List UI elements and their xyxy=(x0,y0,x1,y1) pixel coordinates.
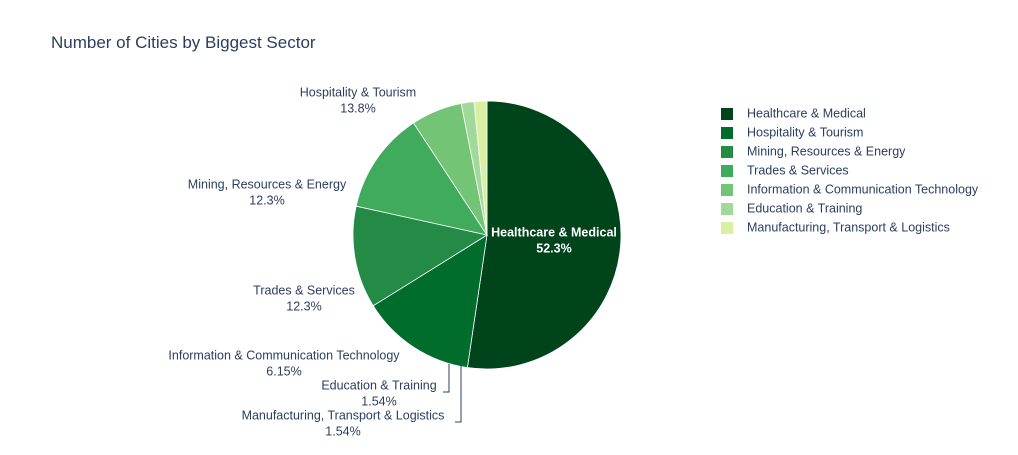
legend-item-hospitality-and-tourism[interactable]: Hospitality & Tourism xyxy=(721,125,863,139)
legend-label: Hospitality & Tourism xyxy=(747,125,863,139)
slice-label-hospitality-and-tourism: Hospitality & Tourism 13.8% xyxy=(300,85,416,115)
slice-label-percent: 1.54% xyxy=(325,424,360,438)
legend-label: Manufacturing, Transport & Logistics xyxy=(747,220,950,234)
legend-label: Education & Training xyxy=(747,201,862,215)
pie-slice-healthcare-and-medical[interactable] xyxy=(466,100,622,370)
legend-item-information-and-communication-technology[interactable]: Information & Communication Technology xyxy=(721,182,979,196)
label-connector-education-and-training xyxy=(443,364,450,393)
legend-swatch xyxy=(721,146,733,158)
slice-label-trades-and-services: Trades & Services 12.3% xyxy=(253,283,355,313)
legend-item-mining-resources-and-energy[interactable]: Mining, Resources & Energy xyxy=(721,144,906,158)
legend-item-trades-and-services[interactable]: Trades & Services xyxy=(721,163,849,177)
slice-label-percent: 1.54% xyxy=(361,394,396,408)
slice-label-healthcare-and-medical: Healthcare & Medical 52.3% xyxy=(491,225,617,255)
legend-item-manufacturing-transport-and-logistics[interactable]: Manufacturing, Transport & Logistics xyxy=(721,220,950,234)
slice-label-percent: 12.3% xyxy=(286,299,321,313)
legend-label: Mining, Resources & Energy xyxy=(747,144,906,158)
slice-label-name: Manufacturing, Transport & Logistics xyxy=(242,408,445,422)
legend-swatch xyxy=(721,108,733,120)
slice-label-name: Mining, Resources & Energy xyxy=(188,177,347,191)
slice-label-name: Information & Communication Technology xyxy=(168,348,400,362)
slice-label-manufacturing-transport-and-logistics: Manufacturing, Transport & Logistics 1.54… xyxy=(242,408,445,438)
slice-label-name: Healthcare & Medical xyxy=(491,225,617,239)
label-connector-manufacturing-transport-and-logistics xyxy=(455,366,462,423)
pie-slice-mining-resources-and-energy[interactable] xyxy=(352,205,489,307)
pie-slice-trades-and-services[interactable] xyxy=(355,122,488,236)
slice-label-name: Trades & Services xyxy=(253,283,355,297)
legend-item-education-and-training[interactable]: Education & Training xyxy=(721,201,862,215)
slice-label-name: Hospitality & Tourism xyxy=(300,85,416,99)
chart-title: Number of Cities by Biggest Sector xyxy=(51,33,316,52)
legend-label: Healthcare & Medical xyxy=(747,106,866,120)
pie-slice-hospitality-and-tourism[interactable] xyxy=(372,234,488,369)
legend-swatch xyxy=(721,184,733,196)
legend-label: Information & Communication Technology xyxy=(747,182,979,196)
legend-item-healthcare-and-medical[interactable]: Healthcare & Medical xyxy=(721,106,866,120)
legend-swatch xyxy=(721,127,733,139)
legend-swatch xyxy=(721,165,733,177)
legend-swatch xyxy=(721,203,733,215)
legend-label: Trades & Services xyxy=(747,163,849,177)
slice-label-name: Education & Training xyxy=(321,378,436,392)
slice-label-percent: 52.3% xyxy=(536,241,571,255)
slice-label-information-and-communication-technology: Information & Communication Technology 6.… xyxy=(168,348,400,378)
legend-swatch xyxy=(721,222,733,234)
slice-label-percent: 13.8% xyxy=(340,101,375,115)
slice-label-education-and-training: Education & Training 1.54% xyxy=(321,378,436,408)
slice-label-percent: 12.3% xyxy=(249,193,284,207)
slice-label-mining-resources-and-energy: Mining, Resources & Energy 12.3% xyxy=(188,177,347,207)
pie-slice-manufacturing-transport-and-logistics[interactable] xyxy=(473,100,488,236)
slice-label-percent: 6.15% xyxy=(266,364,301,378)
